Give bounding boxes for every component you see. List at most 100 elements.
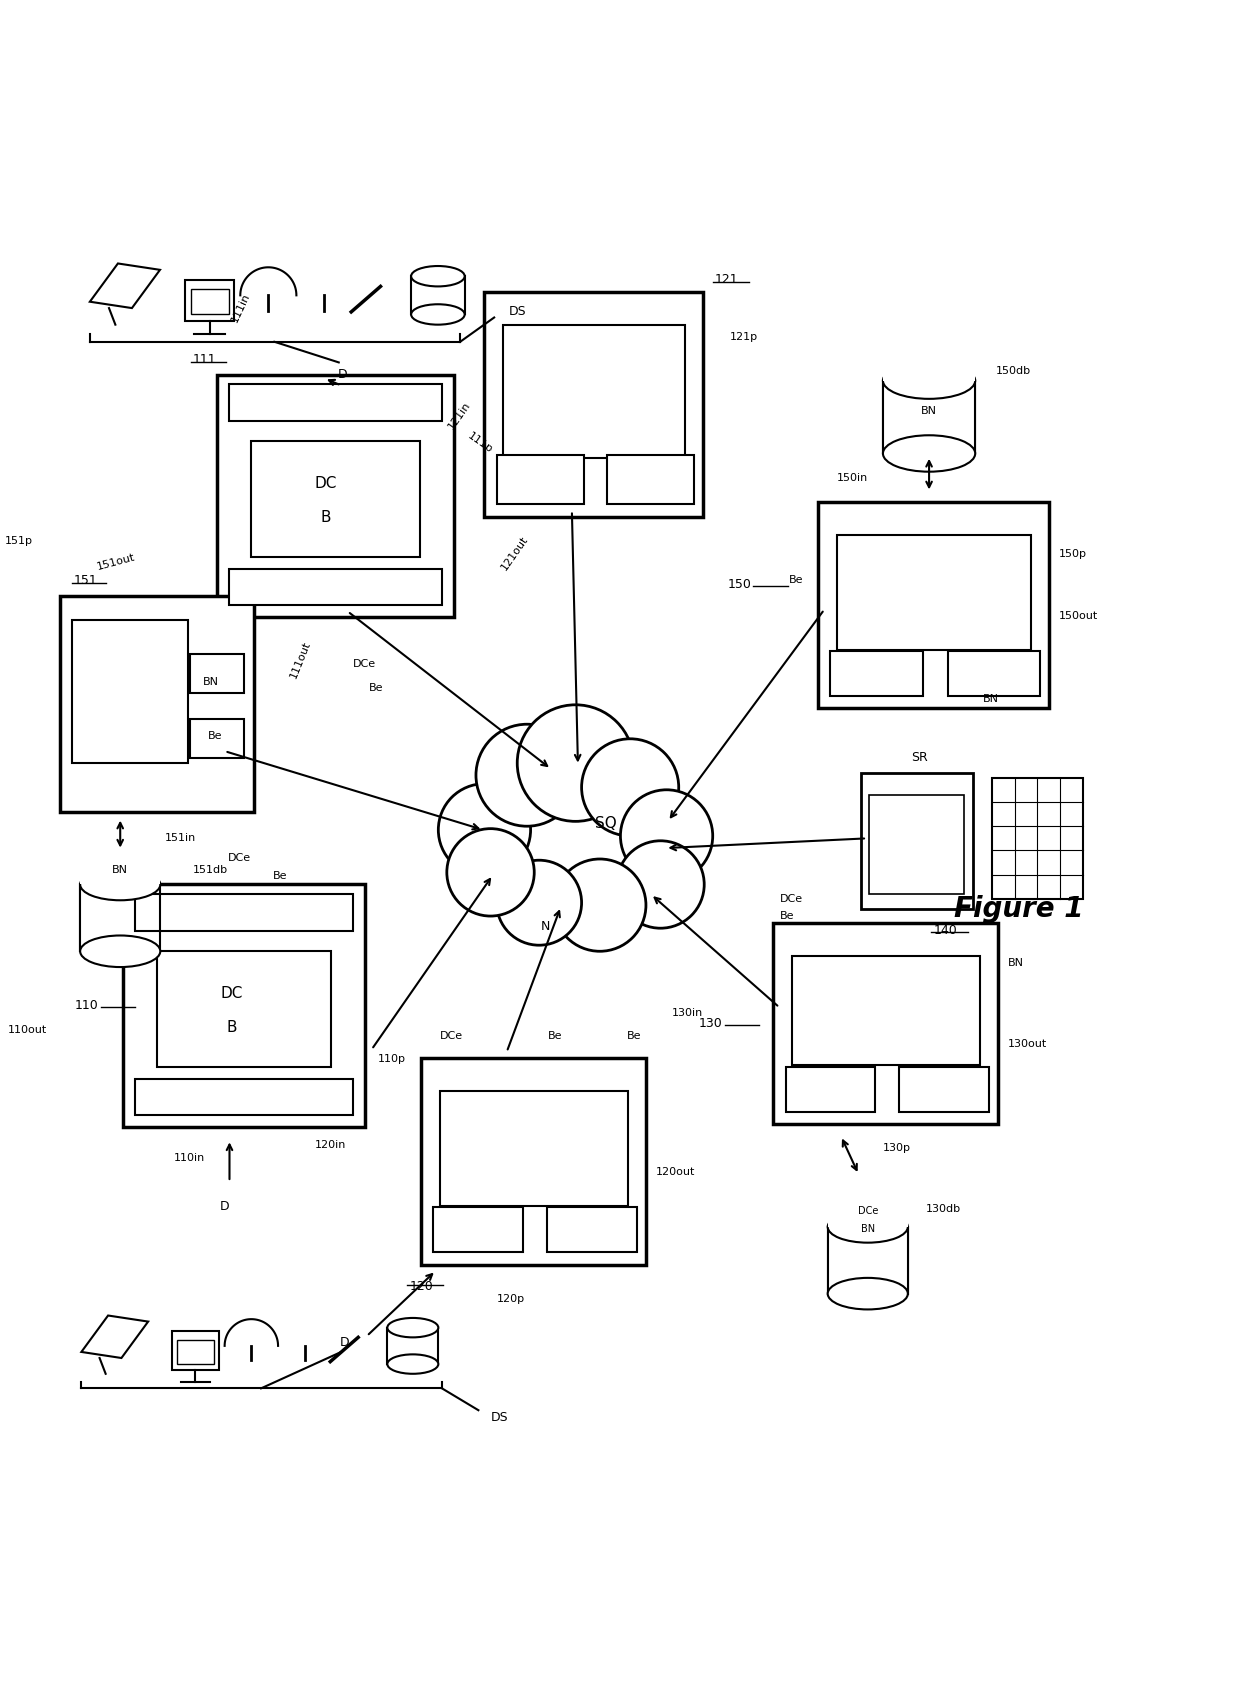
Bar (947, 652, 1040, 695)
Bar (217, 374, 454, 618)
Bar (774, 923, 998, 1123)
Circle shape (620, 790, 713, 882)
Text: BN: BN (861, 1224, 875, 1234)
Text: 130out: 130out (1008, 1039, 1047, 1049)
Bar (899, 1068, 990, 1111)
Text: Be: Be (790, 576, 804, 586)
Bar (791, 957, 980, 1066)
Text: 110in: 110in (174, 1152, 205, 1162)
Text: D: D (340, 1335, 350, 1349)
Circle shape (554, 859, 646, 951)
Ellipse shape (883, 434, 975, 472)
Bar (387, 1327, 438, 1364)
Text: 151in: 151in (165, 834, 196, 844)
Text: 120out: 120out (656, 1167, 696, 1177)
Text: 111in: 111in (229, 291, 252, 323)
Text: 130: 130 (698, 1017, 723, 1031)
Text: B: B (227, 1021, 237, 1036)
Polygon shape (82, 1315, 148, 1357)
Circle shape (517, 706, 634, 822)
Ellipse shape (387, 1319, 438, 1337)
Bar (837, 536, 1030, 650)
Text: Be: Be (207, 731, 222, 741)
Bar (434, 1207, 523, 1253)
Circle shape (446, 829, 534, 916)
Bar (496, 455, 584, 505)
Bar (177, 1340, 213, 1364)
Bar (123, 884, 366, 1127)
Ellipse shape (412, 266, 465, 286)
Bar (439, 1091, 627, 1206)
Bar (883, 360, 975, 381)
Bar (191, 290, 229, 315)
Text: 150p: 150p (1059, 549, 1086, 559)
Circle shape (476, 724, 578, 827)
Text: DCe: DCe (858, 1206, 878, 1216)
Ellipse shape (883, 362, 975, 399)
Text: DCe: DCe (440, 1031, 464, 1041)
Circle shape (496, 861, 582, 945)
Text: 130p: 130p (883, 1143, 911, 1154)
Text: 121in: 121in (446, 399, 472, 431)
Bar (884, 382, 973, 453)
Text: 110p: 110p (378, 1054, 405, 1064)
Text: BN: BN (1008, 958, 1024, 968)
Bar (81, 884, 160, 951)
Text: BN: BN (983, 694, 999, 704)
Text: Be: Be (780, 911, 794, 921)
Text: Be: Be (273, 871, 288, 881)
Bar (81, 866, 160, 884)
Text: 150in: 150in (837, 473, 868, 483)
Ellipse shape (827, 1278, 908, 1310)
Bar (547, 1207, 637, 1253)
Text: DC: DC (315, 477, 337, 492)
Bar (869, 795, 963, 894)
Text: 121: 121 (715, 273, 739, 286)
Bar (229, 569, 441, 605)
Text: 140: 140 (934, 925, 957, 936)
Text: 151: 151 (74, 574, 98, 588)
Text: D: D (219, 1199, 229, 1212)
Text: BN: BN (203, 677, 219, 687)
Polygon shape (89, 263, 160, 308)
Text: Be: Be (626, 1031, 641, 1041)
Bar (82, 886, 159, 950)
Text: DS: DS (491, 1411, 508, 1425)
Text: 111: 111 (193, 354, 217, 367)
Text: B: B (321, 510, 331, 525)
Text: DC: DC (221, 987, 243, 1002)
Text: 150: 150 (728, 578, 751, 591)
Text: BN: BN (113, 866, 128, 876)
Text: 121p: 121p (729, 332, 758, 342)
Bar (172, 1332, 218, 1371)
Text: DS: DS (508, 305, 526, 318)
Text: Figure 1: Figure 1 (954, 894, 1084, 923)
Bar (72, 620, 188, 763)
Text: 130db: 130db (926, 1204, 961, 1214)
Text: DCe: DCe (228, 852, 250, 862)
Bar (818, 502, 1049, 709)
Ellipse shape (827, 1211, 908, 1243)
Text: 120in: 120in (315, 1140, 346, 1150)
Text: 110: 110 (74, 999, 98, 1012)
Text: Be: Be (368, 682, 383, 692)
Bar (190, 719, 244, 758)
Text: 150out: 150out (1059, 611, 1097, 621)
Circle shape (616, 840, 704, 928)
Bar (827, 1228, 908, 1293)
Bar (412, 276, 465, 315)
Text: 151db: 151db (193, 866, 228, 876)
Bar (135, 1079, 353, 1115)
Text: 121out: 121out (500, 534, 531, 573)
Text: DCe: DCe (780, 894, 802, 904)
Bar (190, 653, 244, 692)
Bar (502, 325, 684, 458)
Bar (485, 291, 703, 517)
Text: 150db: 150db (996, 365, 1030, 376)
Text: 111p: 111p (466, 431, 495, 455)
Bar (60, 596, 254, 812)
Bar (252, 441, 420, 557)
Text: SR: SR (910, 751, 928, 763)
Bar (883, 381, 975, 453)
Text: N: N (541, 921, 549, 933)
